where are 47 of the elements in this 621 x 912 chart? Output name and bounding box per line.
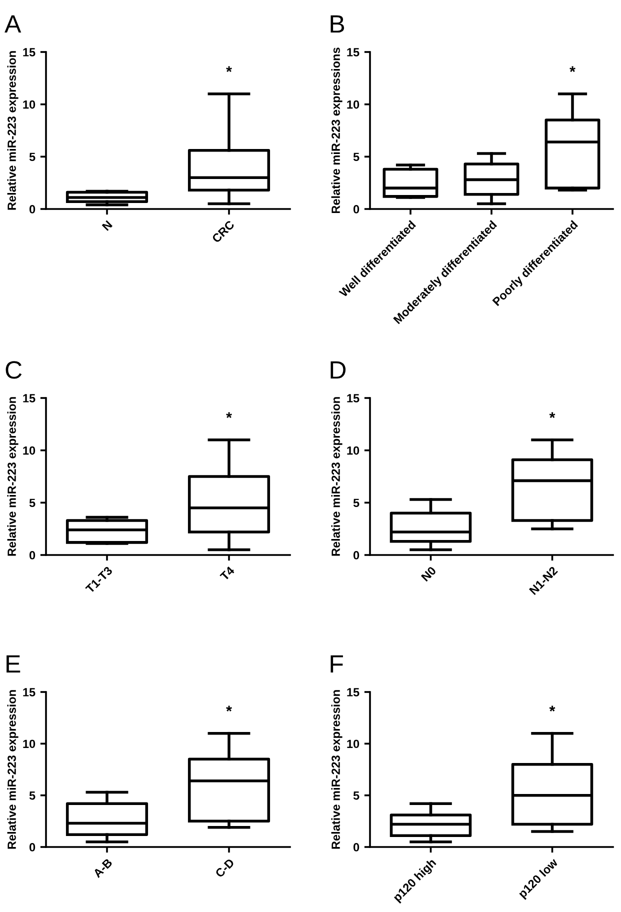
y-tick-label: 5 [353,498,360,508]
y-tick-label: 15 [347,394,360,402]
y-tick-label: 15 [23,394,36,402]
y-tick-label: 5 [353,152,360,162]
y-axis-title: Relative miR-223 expression [7,690,18,849]
annotation: * [549,706,556,712]
chart-title: C [6,361,22,379]
x-tick-label: N [102,220,112,231]
y-tick-label: 10 [23,100,36,109]
y-tick-label: 10 [23,446,36,455]
y-axis-title: Relative miR-223 expression [331,397,342,556]
y-tick-label: 0 [353,551,360,560]
chart-title: A [4,15,22,33]
y-tick-label: 15 [347,48,360,56]
y-tick-label: 10 [347,740,360,748]
y-axis-title: Relative miR-223 expression [7,397,18,556]
annotation: * [549,412,556,418]
y-tick-label: 5 [29,498,36,508]
y-tick-label: 0 [353,205,360,214]
y-tick-label: 5 [29,791,36,800]
chart-title: D [330,361,346,379]
chart-title: B [330,15,344,33]
y-tick-label: 10 [347,446,360,455]
y-tick-label: 0 [29,205,36,214]
y-tick-label: 5 [29,152,36,162]
y-tick-label: 15 [347,688,360,696]
y-tick-label: 0 [29,843,36,852]
y-tick-label: 15 [23,48,36,56]
annotation: * [226,706,232,712]
x-tick-label: T4 [220,566,236,582]
y-tick-label: 10 [347,100,360,109]
chart-title: E [6,655,20,673]
x-tick-label: A-B [92,858,113,878]
x-tick-label: N0 [420,566,437,582]
annotation: * [226,412,232,418]
y-tick-label: 0 [29,551,36,560]
y-axis-title: Relative miR-223 expression [331,690,342,849]
y-axis-title: Relative miR-223 expressions [331,48,342,214]
y-tick-label: 5 [353,791,360,800]
annotation: * [570,66,576,72]
chart-title: F [330,655,343,673]
y-tick-label: 10 [23,740,36,748]
x-tick-label: C-D [214,858,235,878]
y-tick-label: 15 [23,688,36,696]
y-axis-title: Relative miR-223 expression [7,51,18,210]
y-tick-label: 0 [353,843,360,852]
annotation: * [226,66,232,72]
